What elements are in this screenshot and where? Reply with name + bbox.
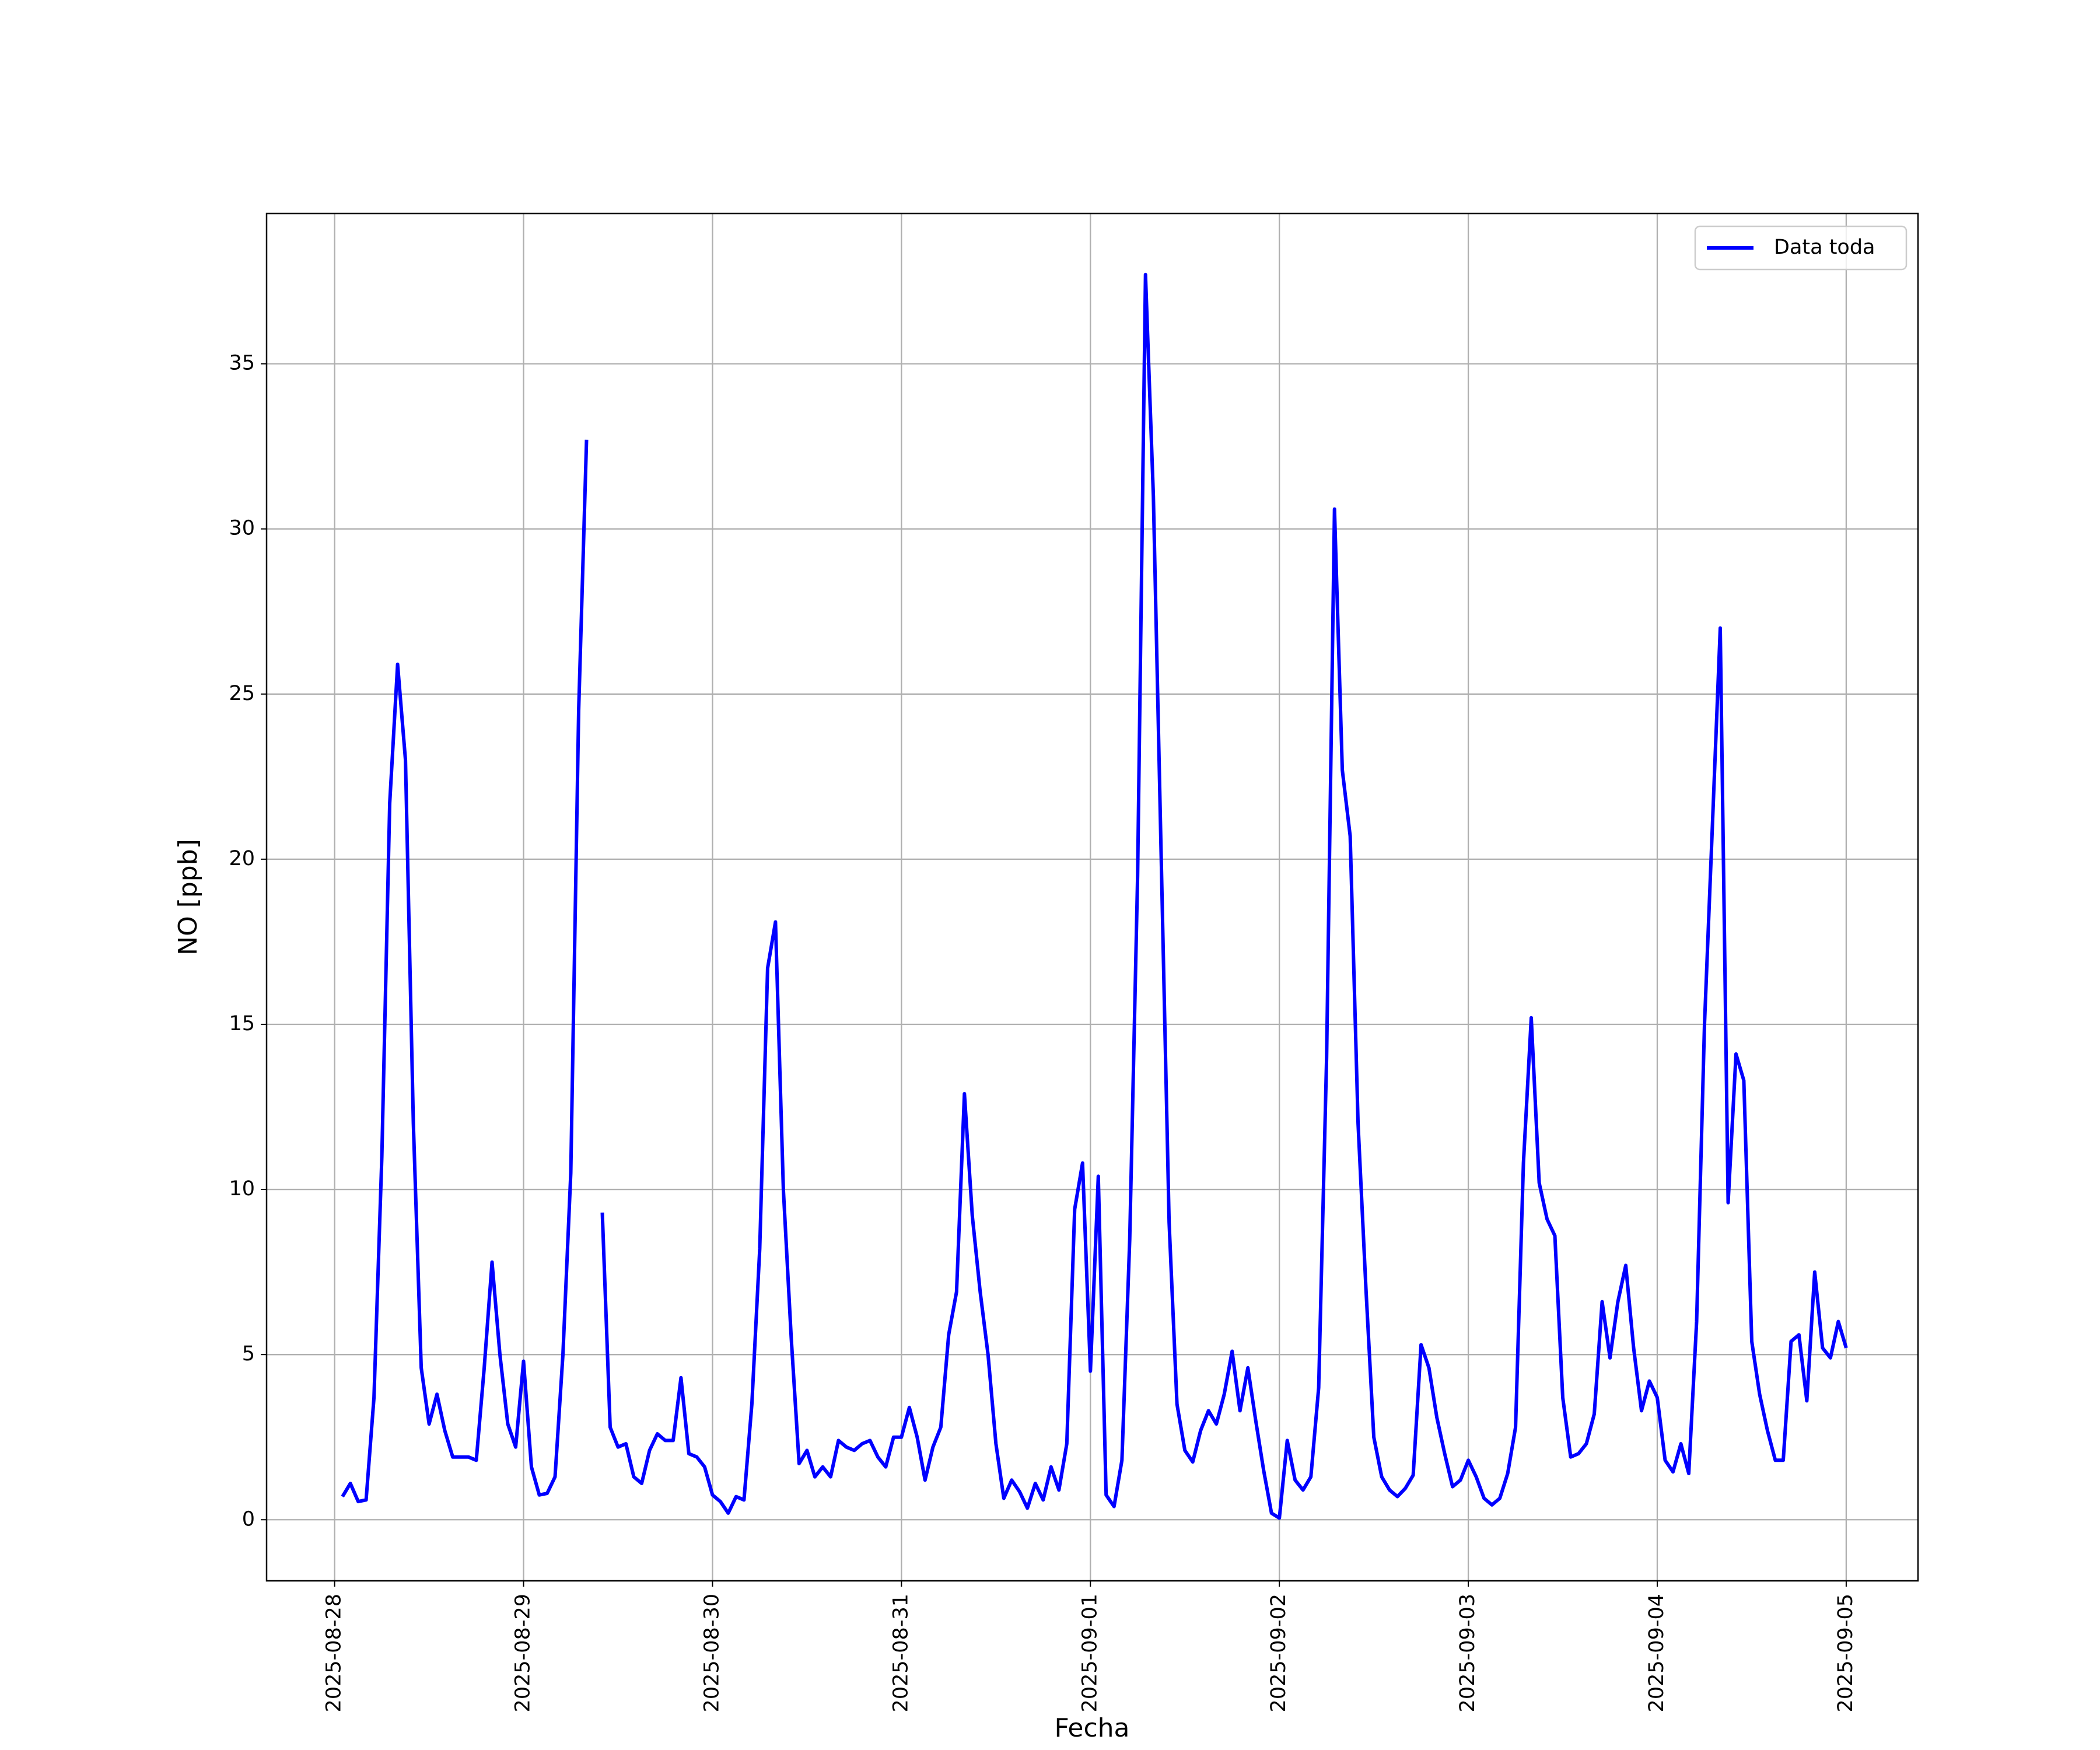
y-tick-label: 25 xyxy=(229,682,255,705)
y-tick-label: 5 xyxy=(242,1342,255,1366)
data-line xyxy=(341,272,1848,1520)
legend-label: Data toda xyxy=(1774,236,1875,259)
x-tick-label: 2025-08-30 xyxy=(700,1594,723,1712)
y-tick-label: 15 xyxy=(229,1012,255,1035)
legend-box xyxy=(1694,225,1908,271)
y-axis-label: NO [ppb] xyxy=(173,839,203,956)
plot-frame xyxy=(265,212,1919,1582)
x-tick-label: 2025-09-03 xyxy=(1456,1594,1479,1712)
y-tick-label: 10 xyxy=(229,1177,255,1200)
x-tick-label: 2025-09-05 xyxy=(1834,1594,1857,1712)
x-axis-label: Fecha xyxy=(1054,1713,1129,1743)
x-tick-label: 2025-09-04 xyxy=(1645,1594,1668,1712)
y-tick-label: 30 xyxy=(229,517,255,540)
x-tick-label: 2025-09-02 xyxy=(1267,1594,1290,1712)
x-tick-label: 2025-09-01 xyxy=(1078,1594,1101,1712)
y-tick-label: 35 xyxy=(229,352,255,375)
y-tick-label: 20 xyxy=(229,847,255,870)
x-tick-label: 2025-08-31 xyxy=(889,1594,912,1712)
x-tick-label: 2025-08-28 xyxy=(323,1594,346,1712)
x-tick-label: 2025-08-29 xyxy=(512,1594,535,1712)
y-tick-label: 0 xyxy=(242,1507,255,1531)
